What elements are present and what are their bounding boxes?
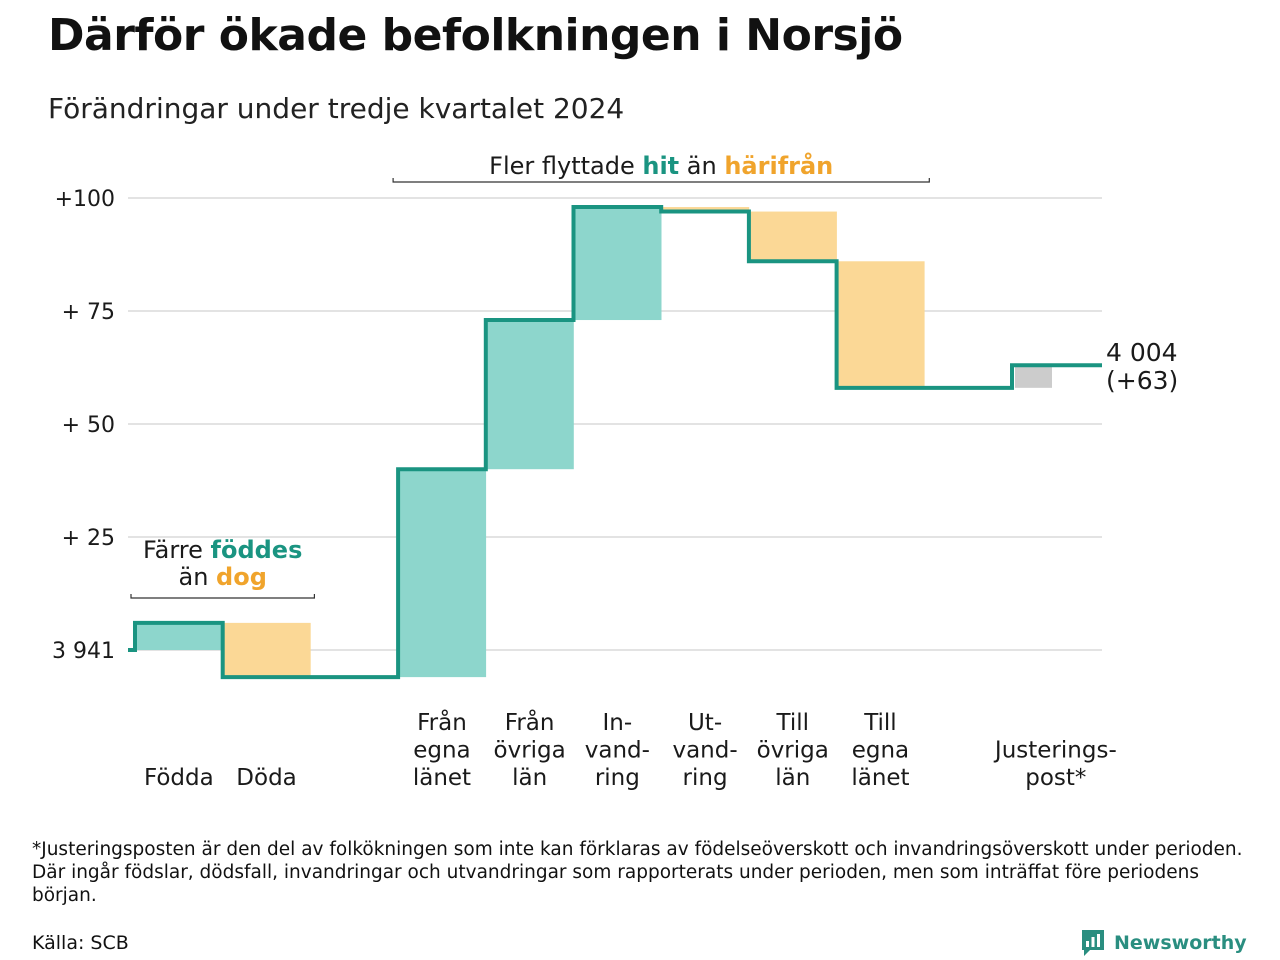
y-tick-label: + 25 [62,526,115,551]
x-category-label-line: Från [505,708,555,736]
x-category-label: Döda [236,765,296,791]
x-category-label-line: övriga [494,738,566,764]
x-category-label-line: länet [851,765,909,791]
end-labels: 4 004(+63) [1106,338,1178,395]
x-category-label-line: länet [413,765,471,791]
footnote: *Justeringsposten är den del av folkökni… [32,839,1243,906]
y-tick-label: +100 [55,187,115,212]
waterfall-bar [836,261,925,388]
chart-title: Därför ökade befolkningen i Norsjö [48,10,903,61]
x-category-label-line: Från [417,708,467,736]
x-category-label-line: vand- [672,738,737,764]
x-category-label-line: egna [852,738,909,764]
logo-text: Newsworthy [1114,932,1247,954]
annotation-births-line2: än dog [178,563,266,591]
waterfall-bar [748,211,837,262]
end-value-label: 4 004 [1106,338,1178,367]
waterfall-bar [485,320,574,470]
x-category-label: Födda [144,765,214,791]
waterfall-chart: +100+ 75+ 50+ 253 941 Födda DödaFrånegnal… [52,151,1178,791]
x-category-label-line: Döda [236,765,296,791]
y-tick-label: 3 941 [52,639,115,664]
annotation-bracket [392,178,930,183]
waterfall-bar [1015,365,1052,388]
waterfall-line-layer [128,205,1102,680]
annotation-bracket [130,594,315,599]
x-category-label-line: övriga [757,738,829,764]
end-change-label: (+63) [1106,366,1178,395]
x-category-label-line: vand- [585,738,650,764]
x-category-label: Ut-vand-ring [672,710,737,791]
y-axis-ticks: +100 + 75 + 50 + 25 3 941 [52,187,115,664]
bars [135,207,1052,678]
y-tick-label: + 75 [62,300,115,325]
annotation-migration: Fler flyttade hit än härifrån [489,151,833,180]
annotation-births-line1: Färre föddes [143,536,302,564]
y-tick-label: + 50 [62,413,115,438]
bar-chart-speech-icon [1082,930,1104,956]
waterfall-bar [398,469,487,678]
waterfall-bar [661,207,750,212]
waterfall-bar [135,622,223,650]
x-category-label: Justerings-post* [993,738,1117,792]
x-category-label-line: ring [683,765,728,791]
x-category-label-line: Ut- [688,710,722,736]
waterfall-bar [222,622,311,678]
source-label: Källa: SCB [32,932,129,954]
annotations: Fler flyttade hit än härifrån Färre födde… [130,151,930,599]
x-category-label-line: In- [603,710,633,736]
x-category-label-line: Till [775,710,809,736]
x-category-label-line: Till [863,710,897,736]
waterfall-bar [573,207,662,321]
x-category-label-line: Justerings- [993,738,1117,764]
x-category-label: In-vand-ring [585,710,650,791]
x-category-label-line: Födda [144,765,214,791]
waterfall-line [128,205,1102,680]
newsworthy-logo: Newsworthy [1080,928,1247,958]
x-axis-labels: Födda DödaFrånegnalänetFrånövrigalänIn-va… [144,708,1117,791]
x-category-label-line: län [512,765,547,791]
x-category-label-line: ring [595,765,640,791]
chart-subtitle: Förändringar under tredje kvartalet 2024 [48,92,625,125]
x-category-label-line: län [775,765,810,791]
x-category-label-line: post* [1025,765,1086,791]
x-category-label-line: egna [413,738,470,764]
